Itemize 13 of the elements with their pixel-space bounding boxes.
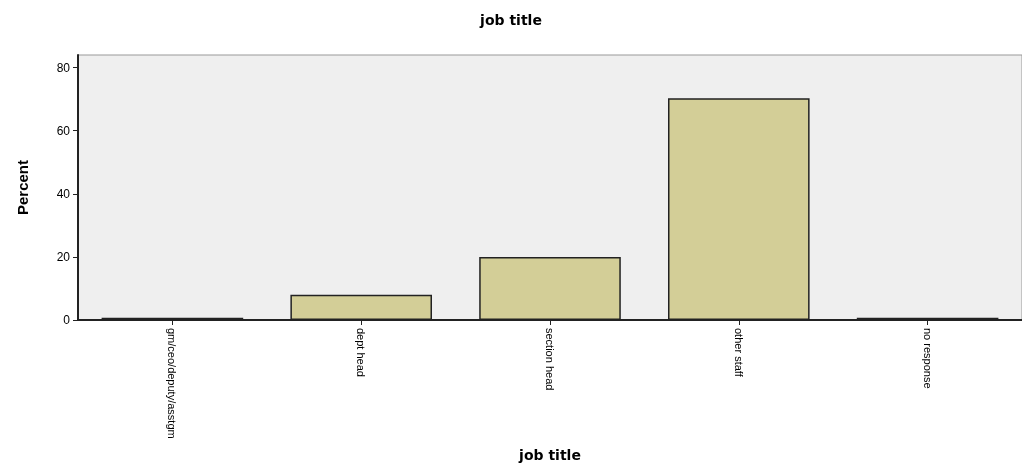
x-tick-label: section head: [544, 328, 556, 391]
y-axis-title: Percent: [14, 159, 31, 216]
x-tick-label: no response: [921, 328, 934, 389]
x-axis-title: job title: [518, 447, 581, 463]
y-tick-label: 20: [56, 249, 71, 264]
y-tick-label: 60: [56, 123, 71, 138]
y-tick-label: 40: [56, 186, 71, 201]
x-tick-label: dept head: [355, 328, 368, 377]
y-tick-label: 80: [56, 60, 71, 75]
x-tick-label: gm/ceo/deputy/asstgm: [166, 328, 179, 439]
y-tick-label: 0: [63, 313, 71, 327]
chart-title: job title: [479, 12, 542, 28]
x-tick-label: other staff: [732, 328, 745, 378]
